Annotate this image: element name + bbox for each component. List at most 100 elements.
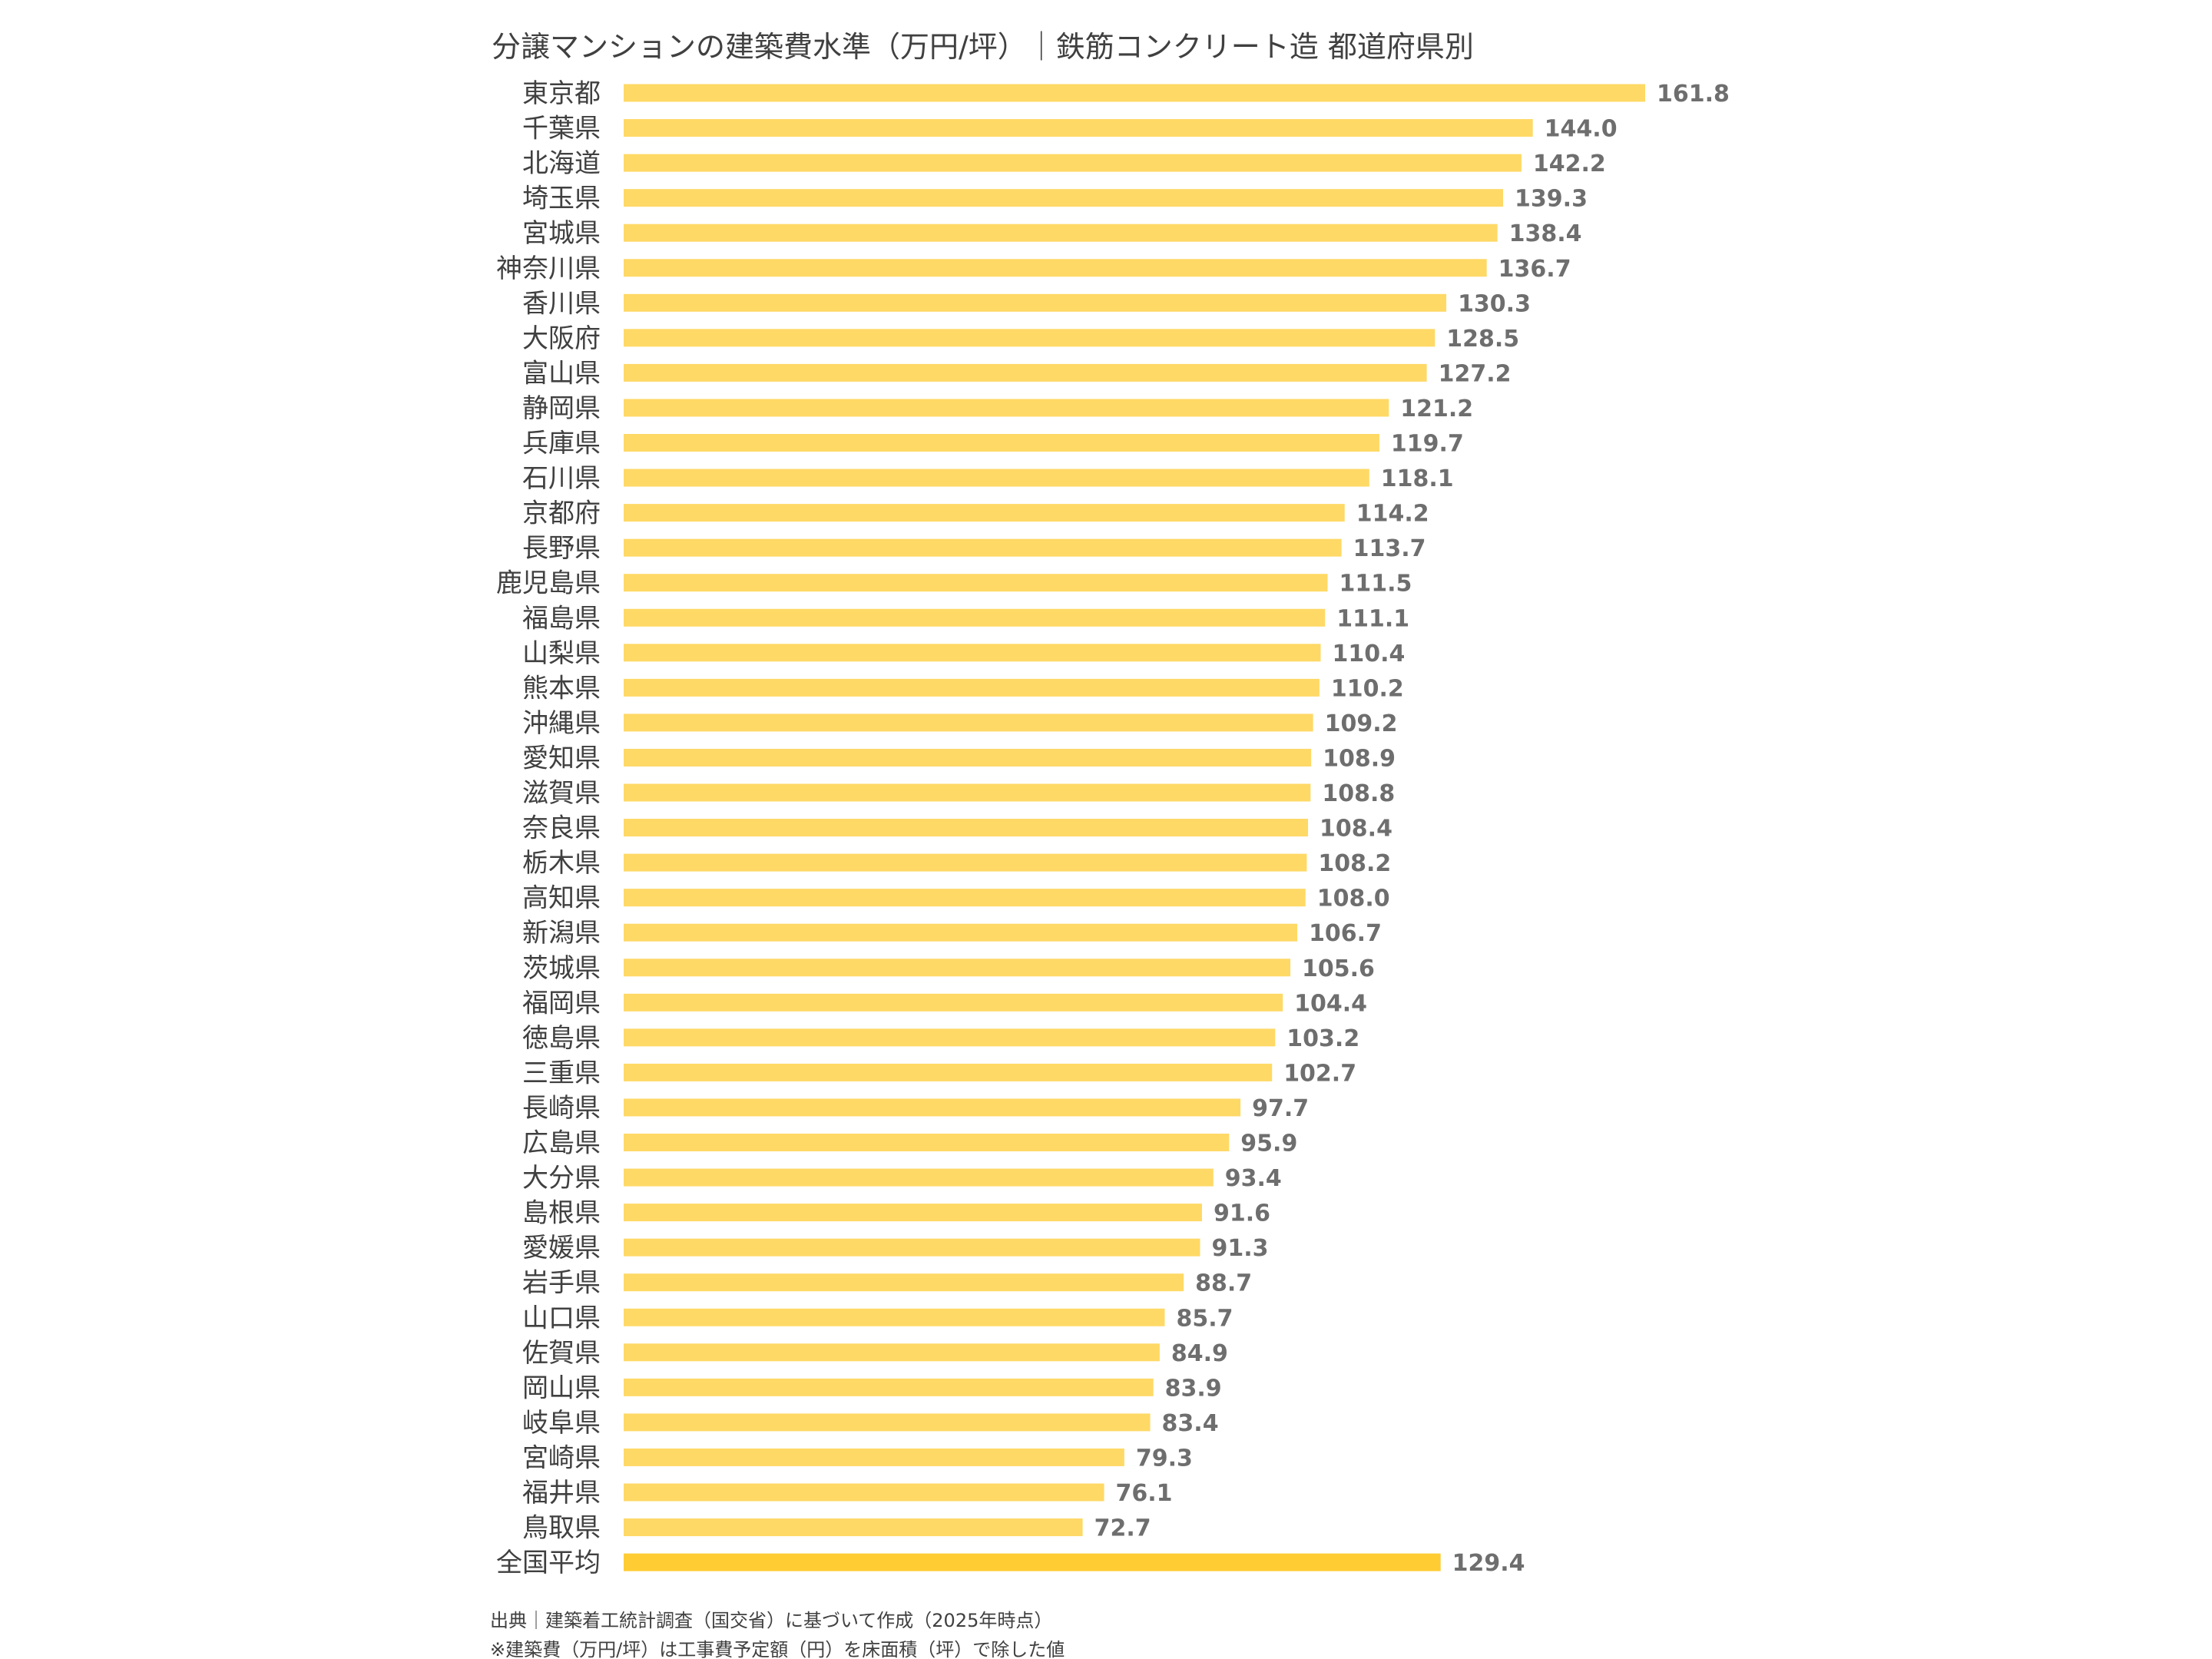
value-label: 108.2 — [1318, 850, 1391, 877]
bar — [624, 853, 1307, 872]
category-label: 宮城県 — [522, 218, 601, 249]
category-label: 広島県 — [522, 1128, 601, 1159]
value-label: 121.2 — [1400, 396, 1473, 422]
value-label: 95.9 — [1240, 1131, 1297, 1157]
category-label: 岡山県 — [522, 1373, 601, 1403]
value-label: 93.4 — [1225, 1165, 1282, 1192]
value-label: 114.2 — [1356, 501, 1429, 528]
value-label: 97.7 — [1252, 1095, 1309, 1122]
bar — [624, 1098, 1241, 1117]
bar — [624, 1308, 1165, 1326]
category-label: 高知県 — [522, 883, 601, 914]
bar — [624, 434, 1379, 452]
bar — [624, 329, 1435, 347]
bar — [624, 119, 1533, 137]
value-label: 103.2 — [1286, 1025, 1359, 1052]
value-label: 84.9 — [1171, 1340, 1228, 1367]
value-label: 128.5 — [1446, 326, 1519, 353]
bar — [624, 714, 1313, 732]
category-label: 静岡県 — [522, 393, 601, 424]
category-label: 鳥取県 — [522, 1513, 601, 1544]
category-label: 島根県 — [522, 1198, 601, 1229]
value-label: 83.9 — [1165, 1375, 1222, 1402]
category-label: 鹿児島県 — [496, 568, 601, 599]
category-label: 栃木県 — [522, 848, 601, 879]
value-label: 104.4 — [1294, 990, 1367, 1017]
category-label: 徳島県 — [522, 1023, 601, 1054]
category-label: 香川県 — [522, 288, 601, 319]
category-label: 福島県 — [522, 603, 601, 634]
value-label: 130.3 — [1458, 290, 1531, 317]
value-label: 108.0 — [1317, 886, 1390, 912]
bar — [624, 469, 1369, 487]
value-label: 138.4 — [1509, 220, 1582, 247]
category-label: 愛知県 — [522, 743, 601, 773]
value-label: 102.7 — [1283, 1060, 1356, 1087]
category-label: 岩手県 — [522, 1268, 601, 1299]
definition-note: ※建築費（万円/坪）は工事費予定額（円）を床面積（坪）で除した値 — [490, 1639, 1065, 1659]
value-label: 110.2 — [1331, 675, 1404, 702]
category-label: 熊本県 — [522, 673, 601, 704]
category-label: 北海道 — [522, 148, 601, 179]
bar — [624, 1483, 1104, 1502]
category-label: 京都府 — [522, 498, 601, 529]
bar — [624, 1273, 1184, 1292]
bar — [624, 189, 1504, 207]
bar — [624, 993, 1283, 1012]
bar — [624, 748, 1312, 767]
value-label: 109.2 — [1325, 710, 1398, 737]
category-label: 福井県 — [522, 1478, 601, 1508]
value-label: 139.3 — [1515, 186, 1588, 213]
category-label: 宮崎県 — [522, 1442, 601, 1473]
value-label: 127.2 — [1439, 360, 1512, 387]
bar — [624, 84, 1645, 102]
value-label: 79.3 — [1136, 1445, 1193, 1472]
category-label: 東京都 — [522, 78, 601, 109]
category-label: 千葉県 — [522, 114, 601, 144]
category-label: 三重県 — [522, 1058, 601, 1088]
category-label: 全国平均 — [496, 1548, 601, 1578]
category-label: 大分県 — [522, 1163, 601, 1194]
value-label: 91.6 — [1214, 1200, 1270, 1227]
bar — [624, 644, 1321, 662]
category-label: 大阪府 — [522, 323, 601, 354]
bar — [624, 1063, 1273, 1081]
category-label: 山梨県 — [522, 638, 601, 669]
value-label: 105.6 — [1302, 955, 1375, 982]
bars-group: 東京都 161.8 千葉県 144.0 北海道 142.2 埼玉県 139.3 宮城県 138.4… — [496, 78, 1730, 1578]
category-label: 茨城県 — [522, 953, 601, 984]
value-label: 88.7 — [1195, 1270, 1252, 1297]
category-label: 愛媛県 — [522, 1233, 601, 1263]
value-label: 76.1 — [1116, 1480, 1173, 1507]
bar — [624, 293, 1447, 312]
value-label: 111.1 — [1336, 605, 1409, 632]
bar — [624, 224, 1498, 242]
category-label: 奈良県 — [522, 813, 601, 844]
bar — [624, 923, 1298, 942]
source-note: 出典｜建築着工統計調査（国交省）に基づいて作成（2025年時点） — [490, 1610, 1052, 1631]
category-label: 長崎県 — [522, 1093, 601, 1124]
bar — [624, 399, 1389, 417]
bar — [624, 678, 1320, 697]
category-label: 佐賀県 — [522, 1338, 601, 1369]
bar — [624, 259, 1487, 277]
category-label: 沖縄県 — [522, 708, 601, 739]
bar — [624, 1134, 1230, 1151]
category-label: 富山県 — [522, 358, 601, 389]
category-label: 岐阜県 — [522, 1408, 601, 1439]
value-label: 91.3 — [1211, 1235, 1268, 1262]
bar — [624, 1448, 1124, 1466]
average-bar — [624, 1553, 1441, 1571]
bar — [624, 1238, 1200, 1257]
bar — [624, 1343, 1160, 1362]
value-label: 108.8 — [1322, 780, 1395, 807]
value-label: 106.7 — [1309, 920, 1382, 947]
value-label: 108.4 — [1320, 816, 1392, 843]
value-label: 111.5 — [1339, 571, 1412, 598]
bar — [624, 1168, 1214, 1187]
category-label: 福岡県 — [522, 988, 601, 1018]
bar — [624, 504, 1345, 522]
bar — [624, 1378, 1154, 1396]
notes-group: 出典｜建築着工統計調査（国交省）に基づいて作成（2025年時点） ※建築費（万円… — [490, 1610, 1065, 1659]
category-label: 石川県 — [522, 463, 601, 494]
